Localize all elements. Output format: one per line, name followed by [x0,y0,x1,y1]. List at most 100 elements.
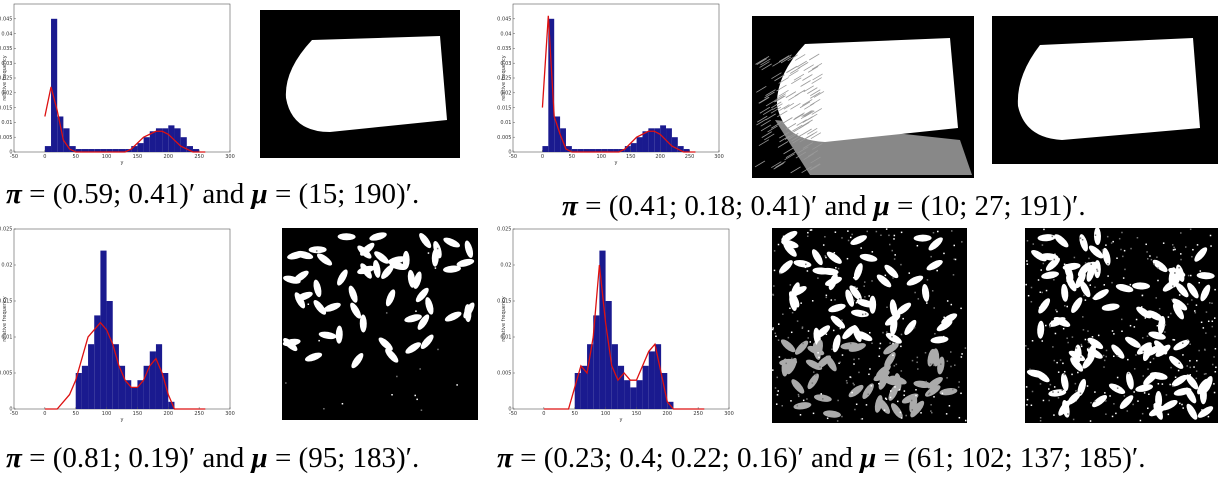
grain [1119,395,1134,409]
grain [794,340,809,355]
noise [958,416,961,419]
noise [846,257,849,260]
noise [878,382,880,385]
grain [1038,298,1051,314]
grain [779,260,793,274]
noise [925,380,928,383]
noise [1195,370,1198,372]
y-axis-label: relative frequency [2,55,8,101]
grain [1169,355,1184,369]
noise [941,392,944,395]
noise [1135,318,1138,321]
noise [1032,243,1035,245]
x-tick-label: 0 [43,154,46,160]
noise [1051,320,1053,323]
noise [1072,418,1075,421]
noise [1057,371,1060,373]
noise [1041,291,1043,294]
y-tick-label: 0.04 [1,31,12,37]
bar [143,365,150,409]
noise [895,363,898,366]
grain [1077,378,1087,397]
noise [1207,320,1210,323]
noise [892,342,894,345]
noise [850,376,852,379]
x-axis-label: y [620,417,623,423]
bar [595,149,602,152]
noise [854,286,856,288]
noise [893,365,896,367]
noise [285,382,287,384]
noise [1052,346,1054,348]
noise [1126,410,1129,412]
noise [830,299,833,301]
noise [1075,347,1078,349]
noise [1172,249,1175,251]
y-tick-label: 0.02 [500,263,511,269]
noise [1081,238,1084,241]
noise [1189,374,1191,376]
noise [1049,326,1051,328]
noise [764,91,775,99]
bar [192,149,200,152]
noise [1184,246,1187,248]
noise [772,328,774,331]
noise [779,135,790,143]
noise [866,230,868,233]
noise [1111,330,1114,332]
noise [792,124,803,132]
x-tick-label: 50 [73,154,79,160]
noise [1027,347,1029,350]
noise [1214,335,1216,338]
y-tick-label: 0.005 [0,135,13,141]
noise [807,66,819,73]
bar [155,344,163,409]
grain [295,291,313,301]
noise [775,403,778,405]
noise [1118,237,1121,240]
noise [825,256,827,259]
noise [1189,366,1192,369]
noise [811,108,823,115]
noise [1187,274,1190,277]
noise [924,351,927,354]
noise [841,415,843,418]
noise [771,101,782,109]
grain [851,309,869,318]
noise [1105,355,1107,358]
grain [374,251,389,264]
grain [1101,303,1120,311]
noise [1053,386,1056,388]
noise [1094,234,1097,236]
grain [1111,344,1125,359]
noise [1048,399,1050,402]
noise [1199,415,1202,417]
noise [1127,358,1129,361]
grain [443,265,461,273]
noise [772,59,783,67]
noise [796,320,799,322]
noise [1100,347,1102,350]
segmentation-image [992,16,1218,164]
grain [1092,289,1109,301]
grain [1045,257,1060,271]
x-tick-label: 300 [724,411,734,417]
noise [1039,322,1041,325]
bar [155,128,163,152]
bar [168,401,175,409]
grain [369,232,387,241]
noise [1169,287,1171,290]
noise [1049,383,1052,386]
noise [1180,258,1182,261]
noise [772,293,774,296]
grain [1093,227,1101,246]
noise [1198,349,1200,352]
noise [801,326,804,328]
noise [1167,413,1170,416]
noise [891,335,893,338]
noise [1170,405,1173,408]
noise [790,331,793,334]
grain [813,394,832,402]
fit-curve [44,321,206,410]
grain [815,325,831,339]
